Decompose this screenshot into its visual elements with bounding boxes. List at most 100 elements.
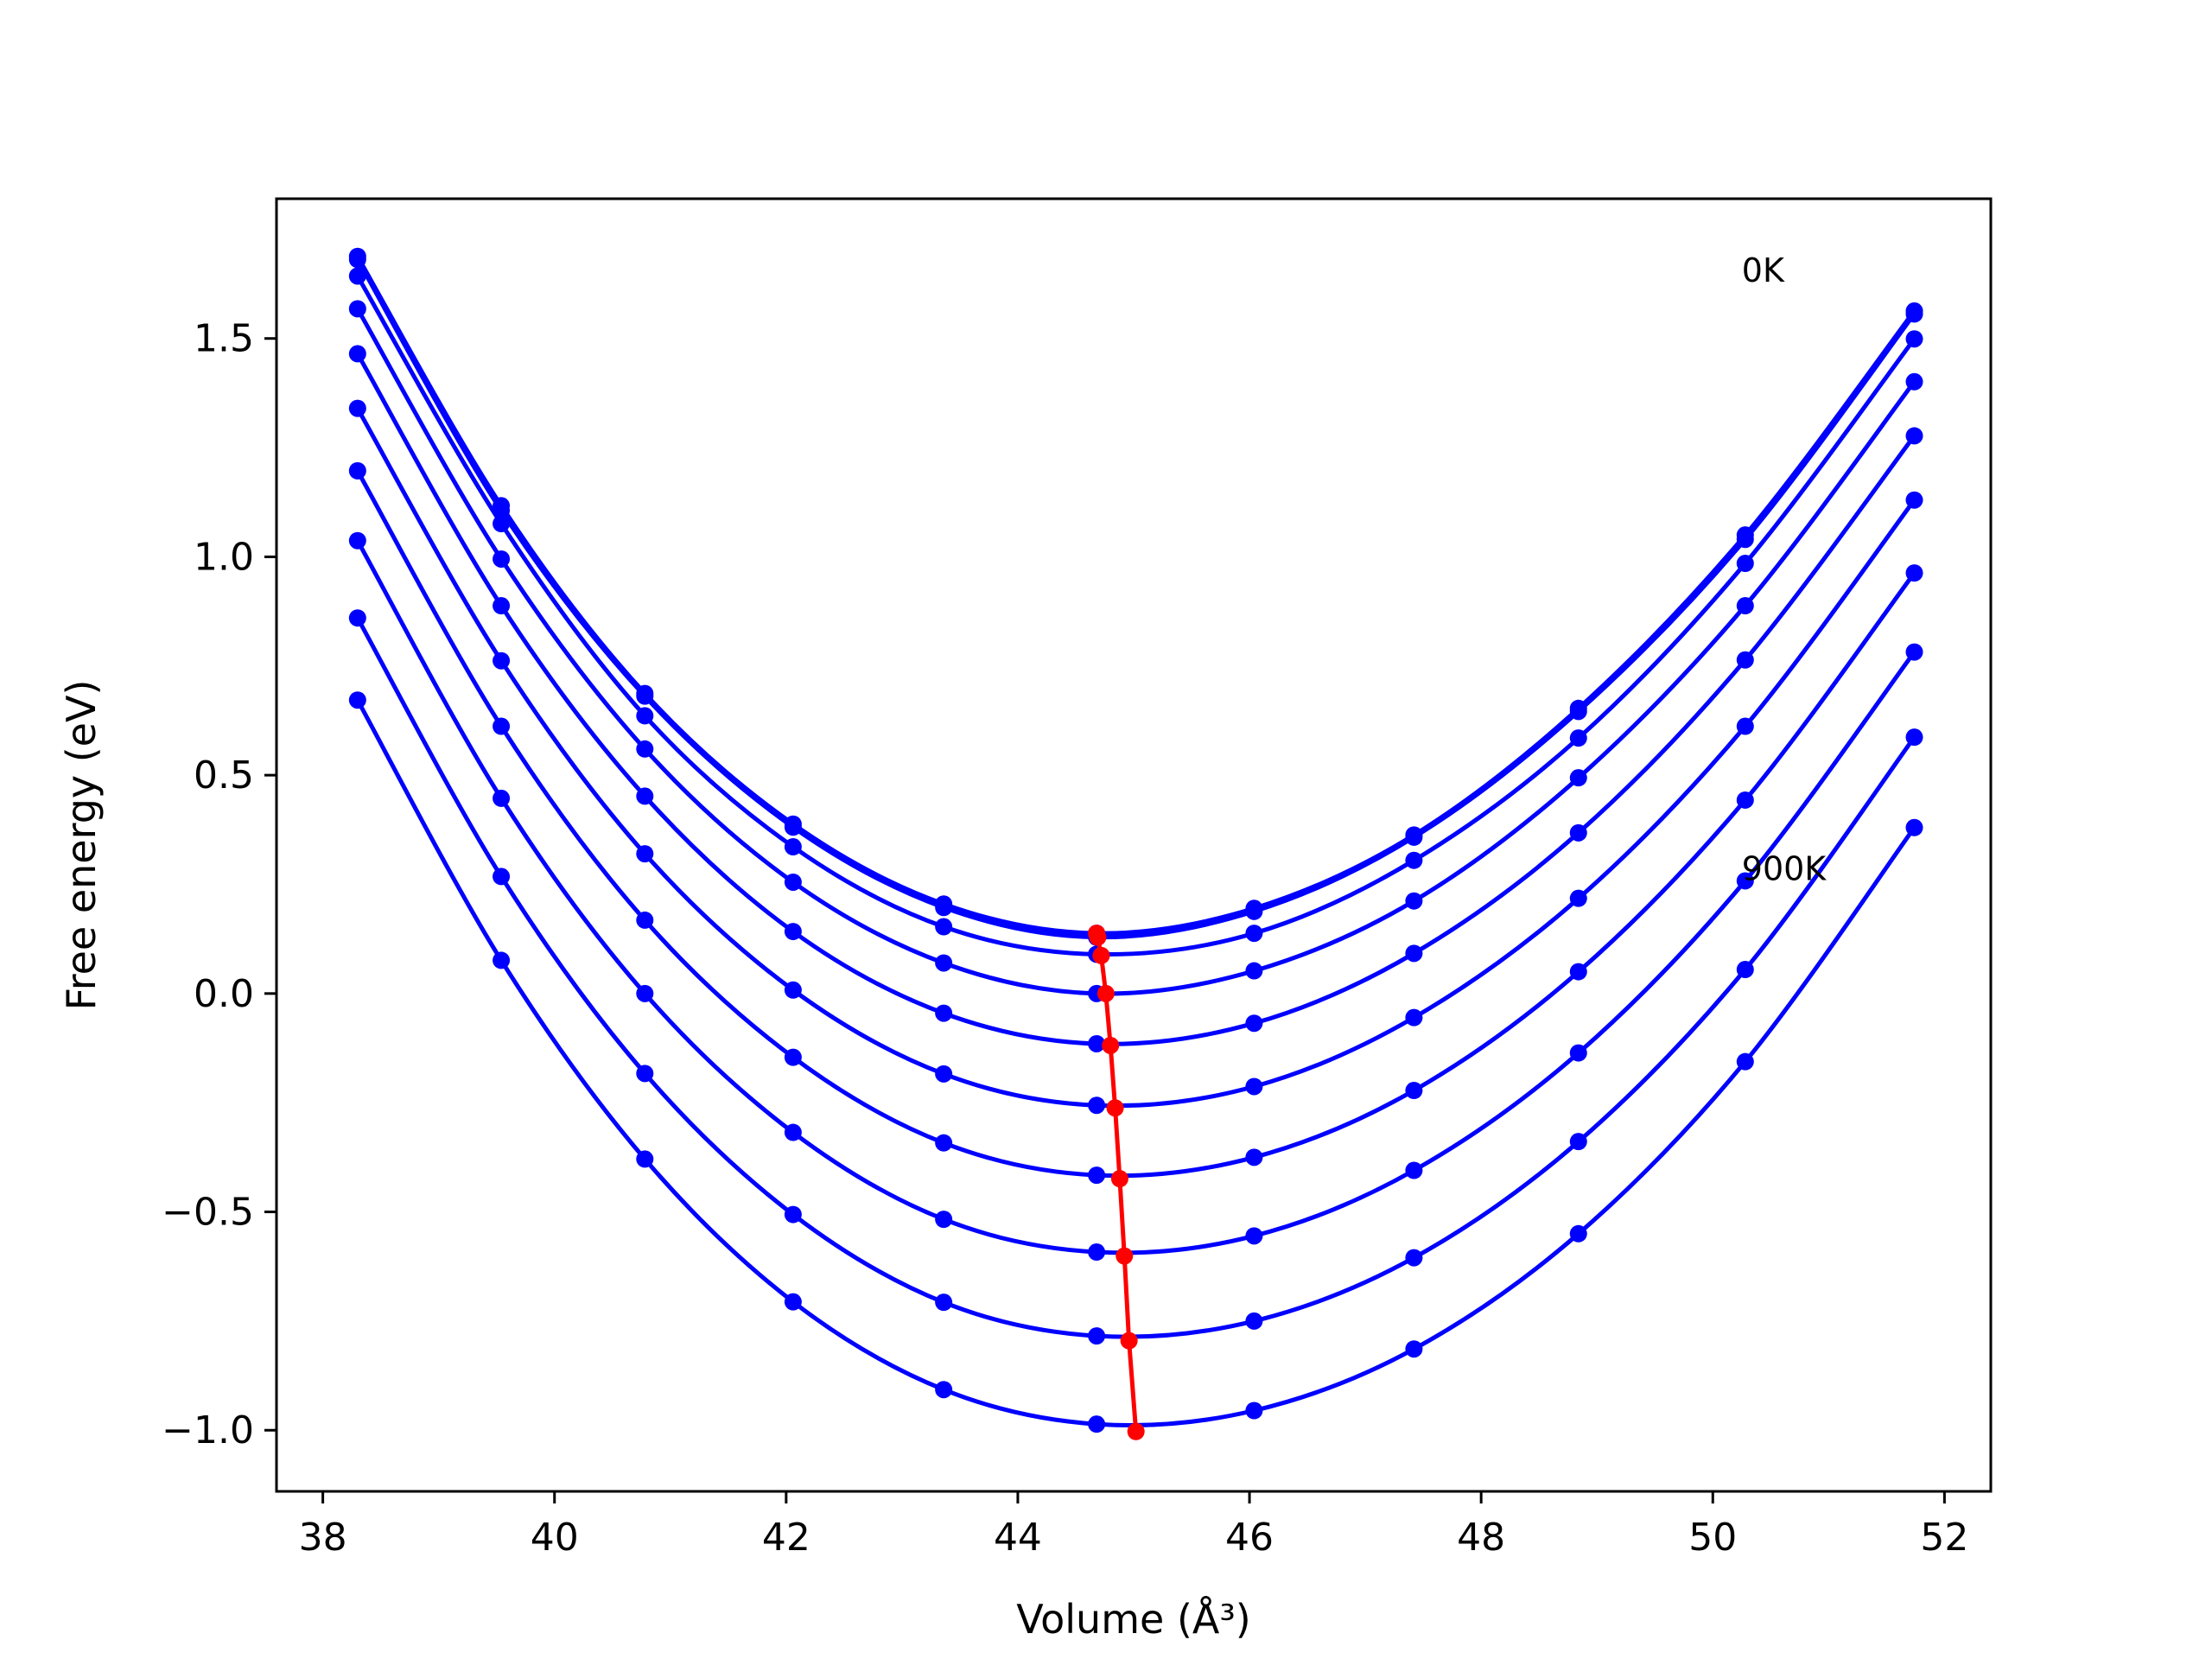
curve-point-7-9 [1736,872,1754,890]
curve-point-1-10 [1905,305,1923,323]
curve-point-7-6 [1245,1227,1263,1245]
curve-point-6-10 [1905,564,1923,582]
curve-point-8-2 [636,1065,654,1083]
minimum-point-2 [1092,946,1110,964]
curve-point-6-1 [493,717,511,735]
minimum-point-5 [1106,1099,1124,1117]
minimum-point-8 [1120,1332,1138,1350]
curve-point-5-0 [348,399,366,417]
curve-point-5-1 [493,652,511,670]
curve-point-5-8 [1569,889,1587,907]
curve-point-9-1 [493,951,511,969]
curve-point-4-10 [1905,427,1923,445]
minimum-point-9 [1127,1422,1145,1440]
y-axis: −1.0 −0.5 0.0 0.5 1.0 1.5 [162,317,276,1452]
x-tick-label-5: 48 [1457,1516,1505,1560]
y-tick-label-5: 1.5 [194,317,254,361]
curve-point-6-2 [636,911,654,929]
curve-point-3-1 [493,550,511,568]
curve-point-7-8 [1569,1044,1587,1062]
curve-point-6-3 [784,1048,802,1066]
curve-point-4-6 [1245,1014,1263,1033]
curve-point-5-5 [1088,1096,1106,1115]
curve-point-2-9 [1736,555,1754,573]
curve-point-3-4 [935,954,953,972]
x-tick-label-0: 38 [299,1516,347,1560]
curve-point-5-10 [1905,491,1923,509]
curve-point-1-9 [1736,531,1754,549]
curve-point-9-2 [636,1150,654,1168]
curve-point-6-0 [348,461,366,480]
curve-point-8-5 [1088,1327,1106,1345]
annotation-900k: 900K [1742,849,1827,887]
curve-point-2-6 [1245,925,1263,943]
curve-point-9-4 [935,1381,953,1399]
curve-point-9-5 [1088,1415,1106,1433]
y-tick-label-4: 1.0 [194,535,254,579]
curve-point-9-9 [1736,1052,1754,1071]
x-tick-label-3: 44 [994,1516,1042,1560]
curve-point-3-10 [1905,372,1923,391]
curve-point-6-6 [1245,1148,1263,1166]
curve-point-6-9 [1736,791,1754,809]
curve-point-3-2 [636,740,654,758]
curve-point-9-7 [1405,1340,1423,1358]
curve-point-7-7 [1405,1161,1423,1179]
curve-point-6-8 [1569,963,1587,981]
curve-point-2-1 [493,515,511,533]
curve-point-8-7 [1405,1249,1423,1267]
minimum-point-7 [1116,1247,1134,1265]
curve-point-4-9 [1736,651,1754,669]
curve-point-7-3 [784,1123,802,1141]
curve-point-5-2 [636,845,654,863]
curve-point-7-0 [348,531,366,550]
curve-point-8-10 [1905,728,1923,747]
curve-point-1-2 [636,687,654,705]
minimum-line [1094,932,1139,1432]
curve-point-8-3 [784,1205,802,1224]
curve-point-1-0 [348,251,366,269]
curve-point-8-1 [493,868,511,886]
annotation-0k: 0K [1742,251,1785,289]
curve-point-1-7 [1405,828,1423,846]
minimum-point-4 [1102,1036,1120,1054]
minimum-point-1 [1089,928,1107,946]
curve-point-7-5 [1088,1243,1106,1262]
curve-point-4-7 [1405,944,1423,963]
curve-point-5-4 [935,1065,953,1083]
curve-point-2-10 [1905,330,1923,348]
y-axis-title: Free energy (eV) [58,680,105,1011]
plot-frame [275,197,1993,1493]
curve-point-4-8 [1569,823,1587,842]
curve-point-7-1 [493,789,511,807]
curve-point-3-9 [1736,597,1754,615]
curve-point-9-3 [784,1293,802,1311]
curve-point-5-3 [784,981,802,999]
curve-point-3-6 [1245,962,1263,980]
x-tick-label-4: 46 [1225,1516,1274,1560]
curve-point-2-7 [1405,851,1423,869]
curve-point-8-4 [935,1294,953,1312]
curve-point-4-4 [935,1004,953,1022]
curve-point-1-3 [784,818,802,836]
curve-point-6-7 [1405,1082,1423,1100]
minimum-line-layer [1088,925,1145,1440]
curve-point-2-2 [636,707,654,725]
x-axis: 38 40 42 44 46 48 50 52 [299,1491,1968,1560]
curve-layer [348,247,1923,1433]
curve-point-4-5 [1088,1034,1106,1052]
curve-point-9-10 [1905,818,1923,836]
curve-point-8-6 [1245,1312,1263,1330]
x-axis-title: Volume (Å³) [1016,1596,1251,1643]
curve-point-5-9 [1736,717,1754,735]
curve-point-8-0 [348,609,366,627]
x-tick-label-6: 50 [1688,1516,1737,1560]
x-tick-label-7: 52 [1920,1516,1968,1560]
curve-point-6-5 [1088,1166,1106,1185]
curve-point-5-6 [1245,1077,1263,1096]
curve-point-1-8 [1569,702,1587,721]
curve-point-3-3 [784,873,802,891]
y-tick-label-0: −1.0 [162,1408,254,1452]
curve-point-4-3 [784,923,802,941]
